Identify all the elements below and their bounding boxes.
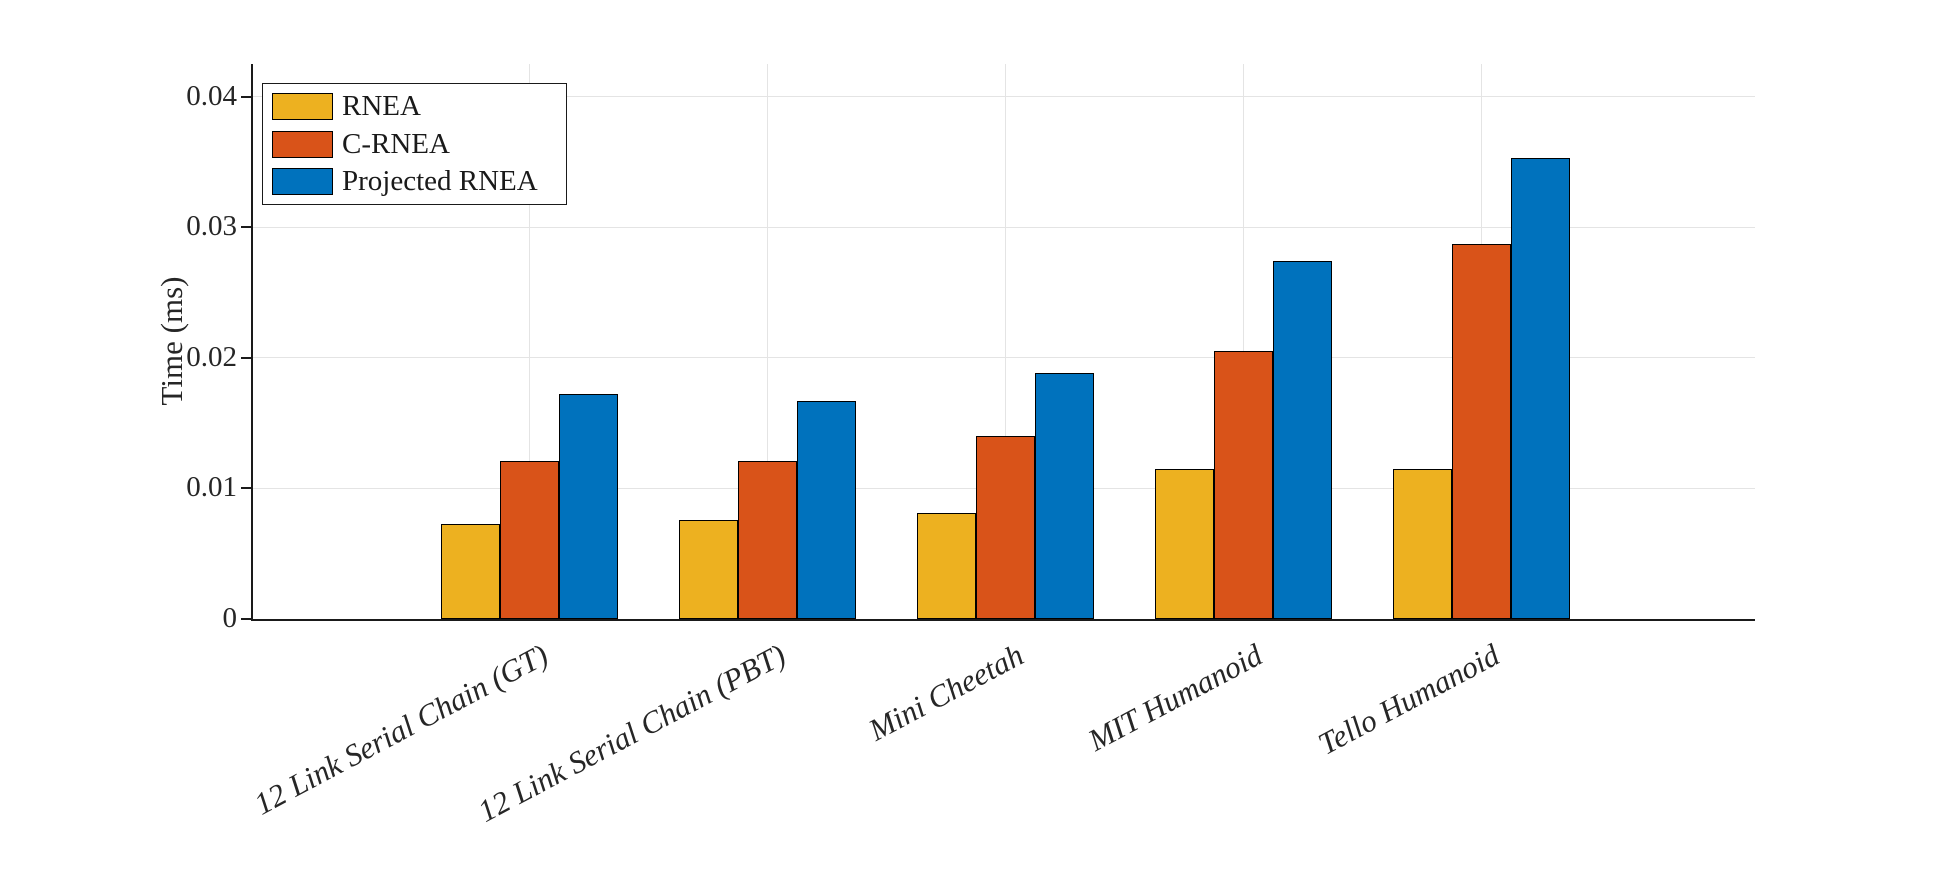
vgridline-12-link-serial-chain-gt bbox=[528, 64, 530, 619]
y-tick-mark-0.03 bbox=[241, 226, 251, 229]
x-tick-label-mit-humanoid: MIT Humanoid bbox=[1081, 637, 1268, 758]
hgridline-0.04 bbox=[253, 96, 1755, 98]
y-tick-label-0: 0 bbox=[222, 602, 238, 634]
y-tick-label-0.04: 0.04 bbox=[186, 79, 237, 112]
bar-rnea-tello-humanoid bbox=[1392, 469, 1452, 619]
bar-projected-rnea-mit-humanoid bbox=[1272, 261, 1332, 619]
bar-projected-rnea-12-link-serial-chain-pbt bbox=[796, 401, 856, 619]
y-axis-title: Time (ms) bbox=[154, 276, 189, 406]
x-tick-label-12-link-serial-chain-pbt: 12 Link Serial Chain (PBT) bbox=[472, 637, 792, 829]
legend-swatch-projected-rnea bbox=[272, 167, 333, 195]
bar-projected-rnea-tello-humanoid bbox=[1510, 158, 1570, 619]
bar-c-rnea-mini-cheetah bbox=[975, 436, 1035, 619]
x-tick-label-mini-cheetah: Mini Cheetah bbox=[863, 637, 1030, 748]
bar-rnea-mit-humanoid bbox=[1154, 469, 1214, 619]
legend-label-projected-rnea: Projected RNEA bbox=[342, 164, 538, 197]
y-tick-mark-0 bbox=[241, 618, 251, 620]
bar-c-rnea-12-link-serial-chain-gt bbox=[499, 461, 559, 619]
vgridline-12-link-serial-chain-pbt bbox=[766, 64, 768, 619]
legend-label-c-rnea: C-RNEA bbox=[342, 127, 450, 160]
bar-c-rnea-tello-humanoid bbox=[1451, 244, 1511, 619]
bar-c-rnea-mit-humanoid bbox=[1213, 351, 1273, 619]
legend: RNEA C-RNEA Projected RNEA bbox=[262, 83, 567, 205]
bar-projected-rnea-mini-cheetah bbox=[1034, 373, 1094, 619]
bar-c-rnea-12-link-serial-chain-pbt bbox=[737, 461, 797, 619]
y-tick-mark-0.02 bbox=[241, 356, 251, 359]
hgridline-0.03 bbox=[253, 226, 1755, 228]
hgridline-0.02 bbox=[253, 357, 1755, 359]
y-tick-label-0.01: 0.01 bbox=[186, 471, 237, 504]
x-axis-line bbox=[251, 619, 1755, 621]
x-tick-label-12-link-serial-chain-gt: 12 Link Serial Chain (GT) bbox=[248, 637, 554, 822]
y-tick-label-0.03: 0.03 bbox=[186, 210, 237, 243]
vgridline-mit-humanoid bbox=[1242, 64, 1244, 619]
x-tick-label-tello-humanoid: Tello Humanoid bbox=[1312, 637, 1506, 762]
plot-area: 0 0.01 0.02 0.03 0.04 bbox=[186, 64, 1755, 633]
vgridline-mini-cheetah bbox=[1004, 64, 1006, 619]
y-tick-mark-0.01 bbox=[241, 487, 251, 490]
y-tick-label-0.02: 0.02 bbox=[186, 340, 237, 373]
legend-item-c-rnea: C-RNEA bbox=[263, 127, 566, 160]
bar-projected-rnea-12-link-serial-chain-gt bbox=[558, 394, 618, 619]
legend-item-rnea: RNEA bbox=[263, 92, 566, 121]
legend-item-projected-rnea: Projected RNEA bbox=[263, 164, 566, 197]
legend-label-rnea: RNEA bbox=[342, 90, 421, 123]
legend-swatch-c-rnea bbox=[272, 130, 333, 158]
y-tick-mark-0.04 bbox=[241, 95, 251, 98]
bar-rnea-12-link-serial-chain-gt bbox=[440, 524, 500, 619]
bar-rnea-12-link-serial-chain-pbt bbox=[678, 520, 738, 619]
bar-rnea-mini-cheetah bbox=[916, 513, 976, 619]
y-axis-line bbox=[251, 64, 253, 621]
legend-swatch-rnea bbox=[272, 93, 333, 121]
